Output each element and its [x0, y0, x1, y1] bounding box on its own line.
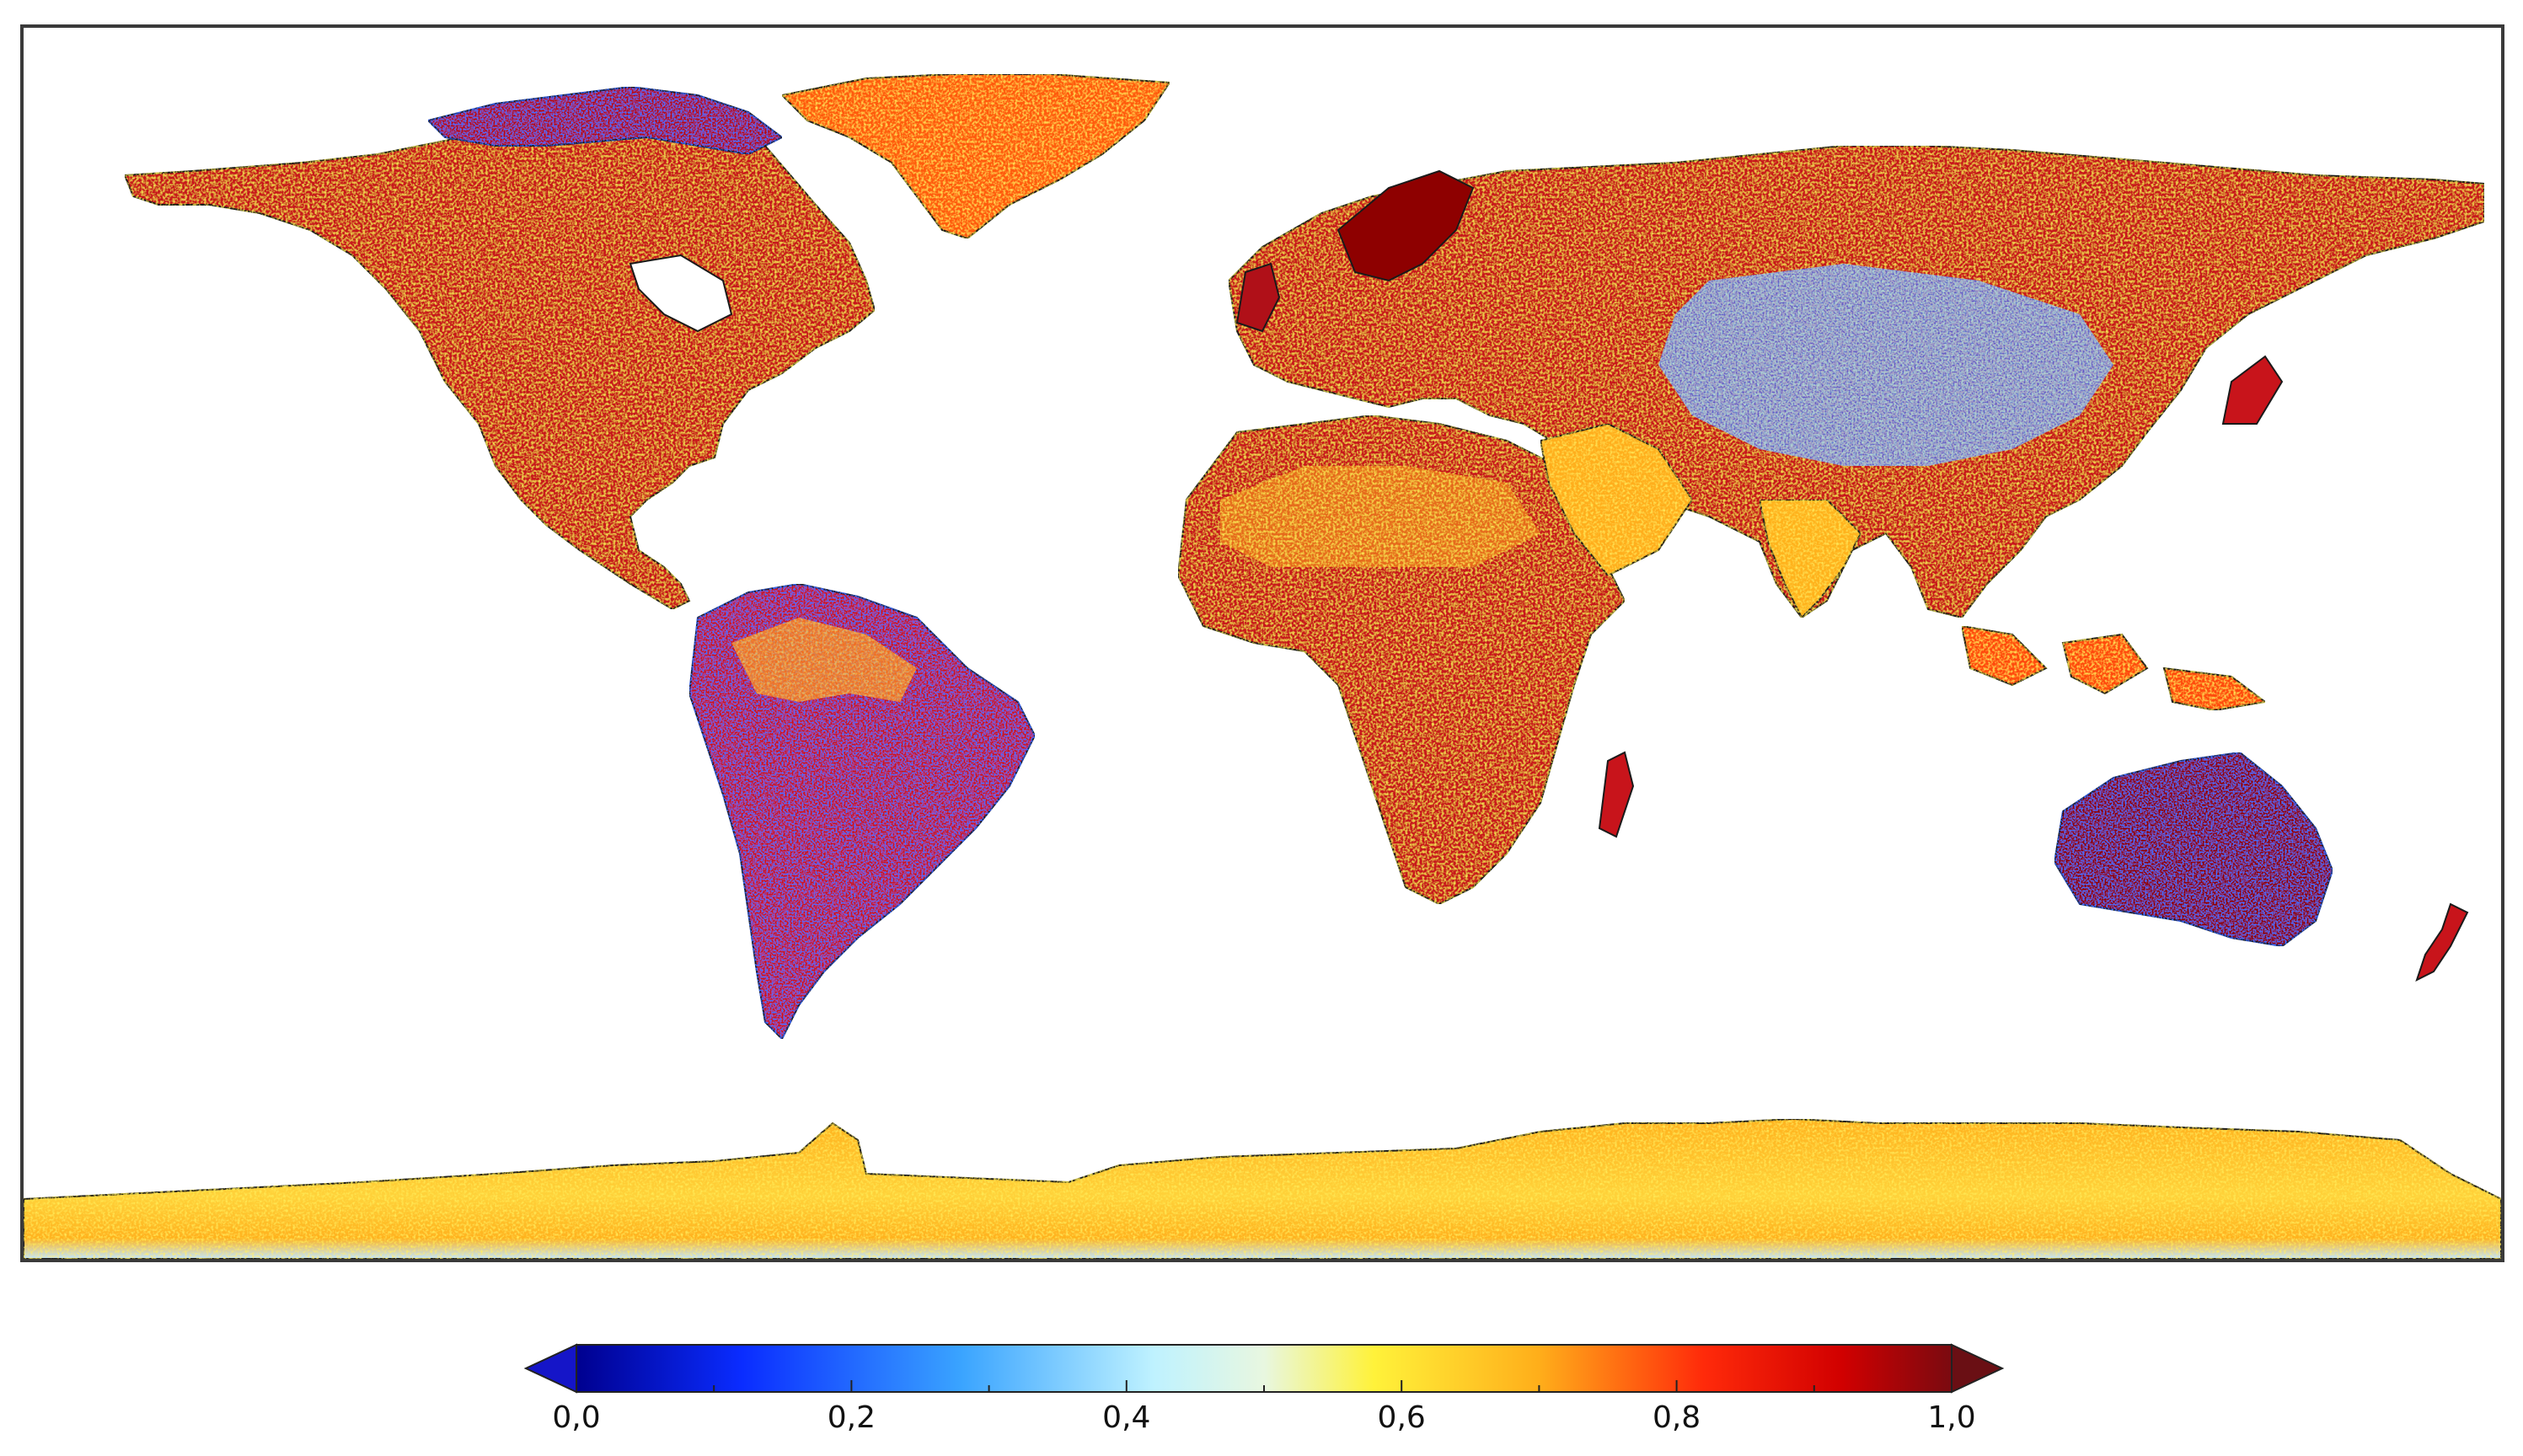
- hudson-bay: [629, 254, 733, 333]
- landmass-south-america: [688, 582, 1037, 1041]
- world-map-frame: [20, 24, 2504, 1262]
- landmass-scandinavia: [1336, 169, 1475, 282]
- colorbar-graphic: [523, 1343, 2005, 1394]
- landmass-uk: [1235, 262, 1281, 333]
- amazon-region: [731, 618, 917, 702]
- landmass-greenland: [779, 73, 1171, 240]
- sahara-region: [1220, 466, 1540, 567]
- landmass-indonesia: [1960, 624, 2268, 712]
- central-asia-region: [1658, 264, 2113, 466]
- landmass-madagascar: [1598, 751, 1635, 838]
- world-map: [24, 73, 2501, 1259]
- colorbar-under-arrow: [523, 1343, 577, 1394]
- colorbar-tick-label: 0,8: [1652, 1400, 1701, 1435]
- landmass-new-zealand: [2415, 902, 2469, 982]
- landmass-india: [1758, 499, 1862, 619]
- landmass-australia: [2053, 751, 2334, 948]
- landmass-arctic-islands: [426, 85, 784, 156]
- colorbar-gradient-bar: [576, 1344, 1953, 1393]
- colorbar: 0,0 0,2 0,4 0,6 0,8 1,0: [506, 1340, 2022, 1441]
- colorbar-tick-label: 0,0: [552, 1400, 601, 1435]
- colorbar-tick-label: 0,2: [827, 1400, 876, 1435]
- colorbar-tick-label: 1,0: [1927, 1400, 1976, 1435]
- landmass-antarctica: [24, 1117, 2501, 1259]
- landmass-japan: [2221, 355, 2284, 425]
- colorbar-tick-label: 0,4: [1102, 1400, 1151, 1435]
- landmass-north-america: [123, 107, 876, 611]
- colorbar-tick-label: 0,6: [1377, 1400, 1426, 1435]
- landmass-arabia: [1539, 422, 1694, 577]
- colorbar-over-arrow: [1951, 1343, 2005, 1394]
